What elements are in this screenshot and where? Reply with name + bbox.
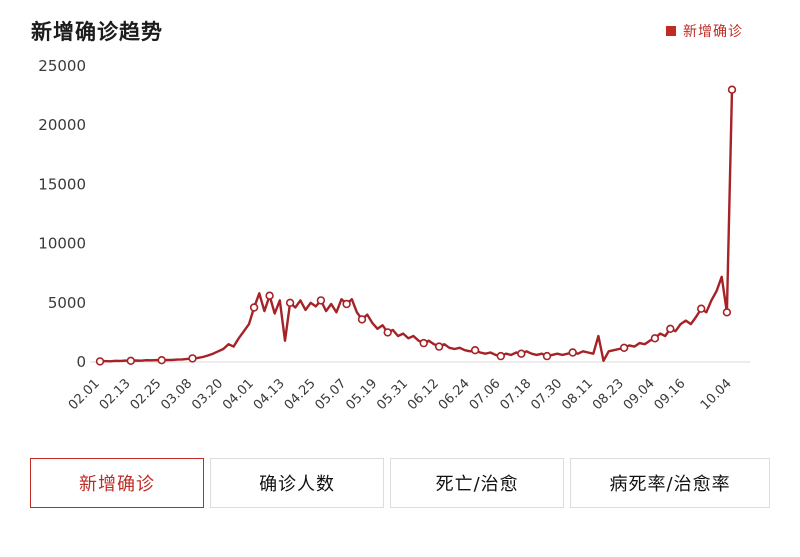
y-tick-label: 0 — [76, 353, 86, 371]
x-tick-label: 07.18 — [498, 376, 535, 413]
trend-chart: 0 5000 10000 15000 20000 25000 02.0102.1302.25… — [38, 57, 750, 413]
y-tick-label: 25000 — [38, 57, 86, 75]
data-point-marker — [419, 338, 428, 348]
data-point-marker — [568, 348, 577, 357]
data-point-marker — [316, 296, 326, 305]
data-point-marker — [619, 343, 629, 352]
data-point-marker — [434, 342, 444, 351]
trend-line — [98, 88, 734, 363]
x-tick-label: 09.16 — [652, 376, 689, 413]
y-tick-label: 15000 — [38, 175, 86, 193]
data-point-marker — [157, 356, 166, 365]
data-point-marker — [517, 349, 526, 358]
data-point-marker — [95, 357, 105, 366]
x-tick-label: 05.31 — [374, 376, 411, 413]
page-title: 新增确诊趋势 — [31, 20, 163, 44]
data-point-marker — [727, 85, 737, 94]
data-point-marker — [188, 354, 197, 363]
x-tick-label: 04.01 — [220, 376, 257, 413]
data-point-marker — [265, 291, 274, 300]
data-point-marker — [383, 328, 392, 337]
data-point-marker — [285, 298, 295, 308]
y-tick-label: 5000 — [48, 294, 86, 312]
chart-header: 新增确诊趋势 新增确诊 — [0, 0, 800, 46]
x-tick-label: 02.25 — [128, 376, 165, 413]
x-tick-label: 04.13 — [251, 376, 288, 413]
x-tick-label: 07.30 — [528, 376, 565, 413]
x-tick-label: 07.06 — [467, 376, 504, 413]
x-tick-label: 10.04 — [698, 376, 735, 413]
tab-deaths-cured[interactable]: 死亡/治愈 — [390, 458, 565, 508]
data-point-marker — [496, 351, 505, 361]
x-tick-label: 05.07 — [313, 376, 350, 413]
x-tick-label: 03.08 — [158, 376, 195, 413]
x-tick-label: 05.19 — [343, 376, 380, 413]
tab-fatality-cure-rate[interactable]: 病死率/治愈率 — [570, 458, 770, 508]
data-point-marker — [666, 324, 675, 333]
x-tick-label: 02.13 — [97, 376, 134, 413]
data-point-marker — [126, 356, 136, 365]
x-tick-label: 03.20 — [189, 376, 226, 413]
y-tick-label: 10000 — [38, 235, 86, 253]
x-tick-label: 09.04 — [621, 376, 658, 413]
y-tick-label: 20000 — [38, 116, 86, 134]
data-point-marker — [542, 351, 552, 361]
data-point-marker — [249, 303, 259, 312]
x-tick-label: 04.25 — [282, 376, 319, 413]
legend-label: 新增确诊 — [683, 24, 743, 40]
data-point-marker — [696, 304, 706, 313]
x-tick-label: 02.01 — [66, 376, 103, 413]
legend: 新增确诊 — [666, 21, 743, 41]
tab-new-confirmed[interactable]: 新增确诊 — [30, 458, 205, 508]
data-point-marker — [722, 308, 732, 317]
x-tick-label: 08.11 — [559, 376, 596, 413]
data-point-marker — [357, 315, 367, 324]
x-tick-label: 06.12 — [405, 376, 442, 413]
data-point-marker — [650, 334, 660, 343]
tab-total-confirmed[interactable]: 确诊人数 — [210, 458, 385, 508]
x-tick-label: 08.23 — [590, 376, 627, 413]
tab-bar: 新增确诊 确诊人数 死亡/治愈 病死率/治愈率 — [30, 458, 770, 508]
legend-square-icon — [666, 26, 676, 36]
x-tick-label: 06.24 — [436, 376, 473, 413]
data-point-marker — [470, 346, 480, 355]
data-point-marker — [342, 299, 351, 309]
